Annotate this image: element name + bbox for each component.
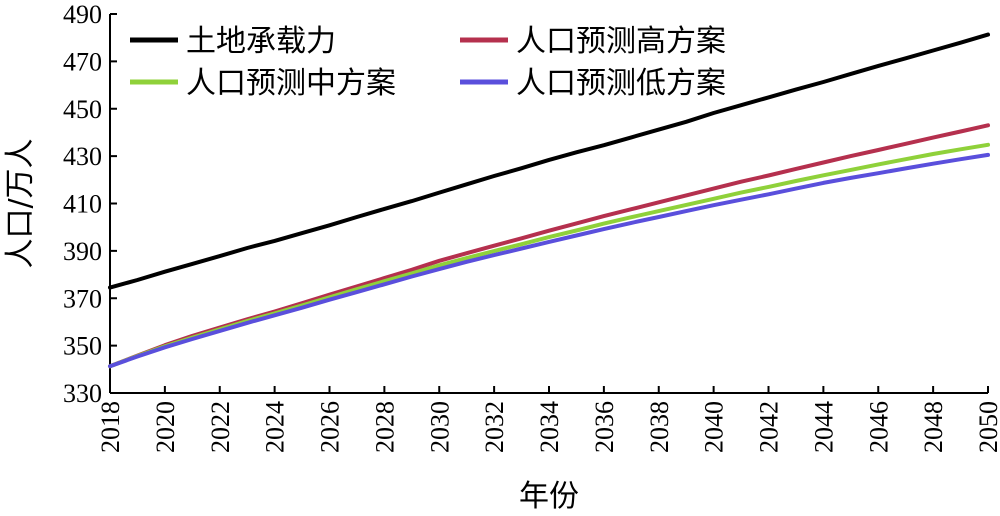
axes: 330 350 370 390 410 430 450 470 490 2018 2020 2022 2… [63,0,1000,453]
legend-label-3: 人口预测低方案 [516,66,726,101]
x-tick-label: 2034 [535,401,564,453]
x-tick-label: 2018 [96,401,125,453]
y-tick-label: 490 [63,0,102,29]
x-tick-label: 2048 [919,401,948,453]
x-tick-label: 2040 [700,401,729,453]
y-tick-label: 430 [63,142,102,171]
y-tick-label: 350 [63,332,102,361]
x-tick-label: 2024 [261,401,290,453]
x-tick-label: 2042 [755,401,784,453]
x-tick-label: 2032 [480,401,509,453]
y-tick-label: 390 [63,237,102,266]
x-tick-label: 2022 [206,401,235,453]
legend-label-0: 土地承载力 [186,24,336,59]
legend-label-2: 人口预测中方案 [186,66,396,101]
x-tick-label: 2050 [974,401,1000,453]
x-tick-label: 2026 [316,401,345,453]
y-axis-title: 人口/万人 [3,138,38,268]
y-tick-label: 450 [63,95,102,124]
x-tick-label: 2044 [809,401,838,453]
x-tick-label: 2038 [645,401,674,453]
y-tick-label: 470 [63,47,102,76]
x-tick-label: 2030 [425,401,454,453]
y-tick-label: 410 [63,190,102,219]
x-tick-label: 2020 [151,401,180,453]
y-tick-label: 330 [63,379,102,408]
series-line-3 [108,152,990,369]
x-tick-label: 2046 [864,401,893,453]
series-line-0 [108,32,990,290]
y-tick-label: 370 [63,284,102,313]
series-lines [108,32,990,369]
x-tick-label: 2028 [370,401,399,453]
x-axis-title: 年份 [519,479,579,514]
x-tick-label: 2036 [590,401,619,453]
legend-label-1: 人口预测高方案 [516,24,726,59]
